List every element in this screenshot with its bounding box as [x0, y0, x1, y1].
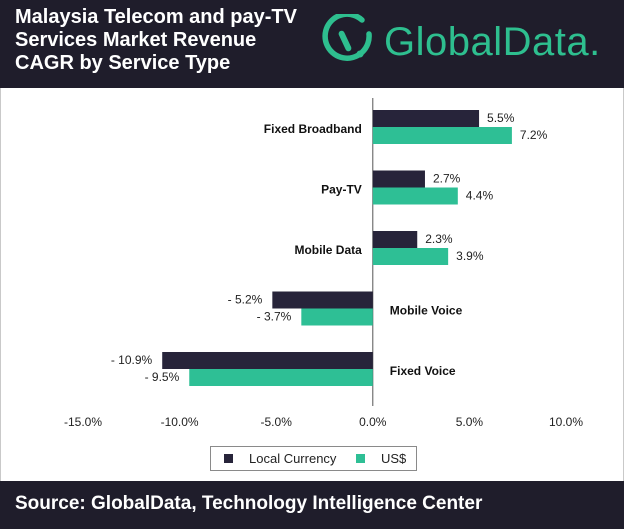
x-tick-label: -10.0% — [161, 415, 199, 429]
bar-usd — [189, 369, 373, 386]
x-tick-label: -5.0% — [261, 415, 293, 429]
legend-item-usd: US$ — [356, 451, 406, 466]
header-banner: Malaysia Telecom and pay-TV Services Mar… — [0, 0, 624, 88]
data-label: 2.7% — [433, 172, 461, 186]
bar-usd — [372, 187, 458, 205]
legend: Local Currency US$ — [210, 446, 417, 471]
data-label: - 9.5% — [145, 370, 180, 384]
data-label: 7.2% — [520, 128, 548, 142]
legend-swatch-local-currency — [224, 454, 233, 463]
bar-local-currency — [162, 352, 373, 369]
data-label: - 5.2% — [228, 293, 263, 307]
x-tick-label: -15.0% — [64, 415, 102, 429]
legend-swatch-usd — [356, 454, 365, 463]
bar-local-currency — [272, 291, 373, 309]
title-line: Malaysia Telecom and pay-TV — [15, 6, 297, 28]
data-label: - 10.9% — [111, 353, 153, 367]
title-line: Services Market Revenue — [15, 29, 257, 51]
x-tick-label: 5.0% — [456, 415, 484, 429]
bar-chart: Fixed Broadband 5.5% 7.2% Pay-TV 2.7% 4.4% Mob… — [64, 98, 583, 429]
data-label: 4.4% — [466, 189, 494, 203]
bar-usd — [372, 127, 512, 144]
bar-local-currency — [372, 231, 418, 248]
bar-usd — [301, 308, 373, 326]
bar-local-currency — [372, 110, 480, 127]
category-label: Mobile Voice — [390, 304, 463, 318]
globaldata-logo-mark-icon — [322, 14, 372, 61]
x-tick-label: 10.0% — [549, 415, 583, 429]
globaldata-logo: GlobalData. — [322, 14, 612, 70]
category-label: Fixed Broadband — [264, 122, 362, 136]
data-label: 5.5% — [487, 111, 515, 125]
legend-item-local-currency: Local Currency — [224, 451, 336, 466]
data-label: - 3.7% — [257, 310, 292, 324]
category-label: Fixed Voice — [390, 364, 456, 378]
data-label: 2.3% — [425, 232, 453, 246]
chart-area: Fixed Broadband 5.5% 7.2% Pay-TV 2.7% 4.4% Mob… — [0, 88, 624, 480]
data-label: 3.9% — [456, 249, 484, 263]
category-label: Mobile Data — [294, 243, 362, 257]
legend-label: US$ — [381, 451, 407, 466]
bar-local-currency — [372, 170, 425, 188]
legend-label: Local Currency — [249, 451, 337, 466]
title-line: CAGR by Service Type — [15, 52, 231, 74]
bar-usd — [372, 248, 449, 265]
source-note: Source: GlobalData, Technology Intellige… — [15, 493, 483, 514]
x-tick-label: 0.0% — [359, 415, 387, 429]
chart-title: Malaysia Telecom and pay-TV Services Mar… — [15, 6, 315, 75]
logo-wordmark: GlobalData. — [384, 20, 601, 64]
footer-banner: Source: GlobalData, Technology Intellige… — [0, 481, 624, 529]
category-label: Pay-TV — [321, 183, 362, 197]
